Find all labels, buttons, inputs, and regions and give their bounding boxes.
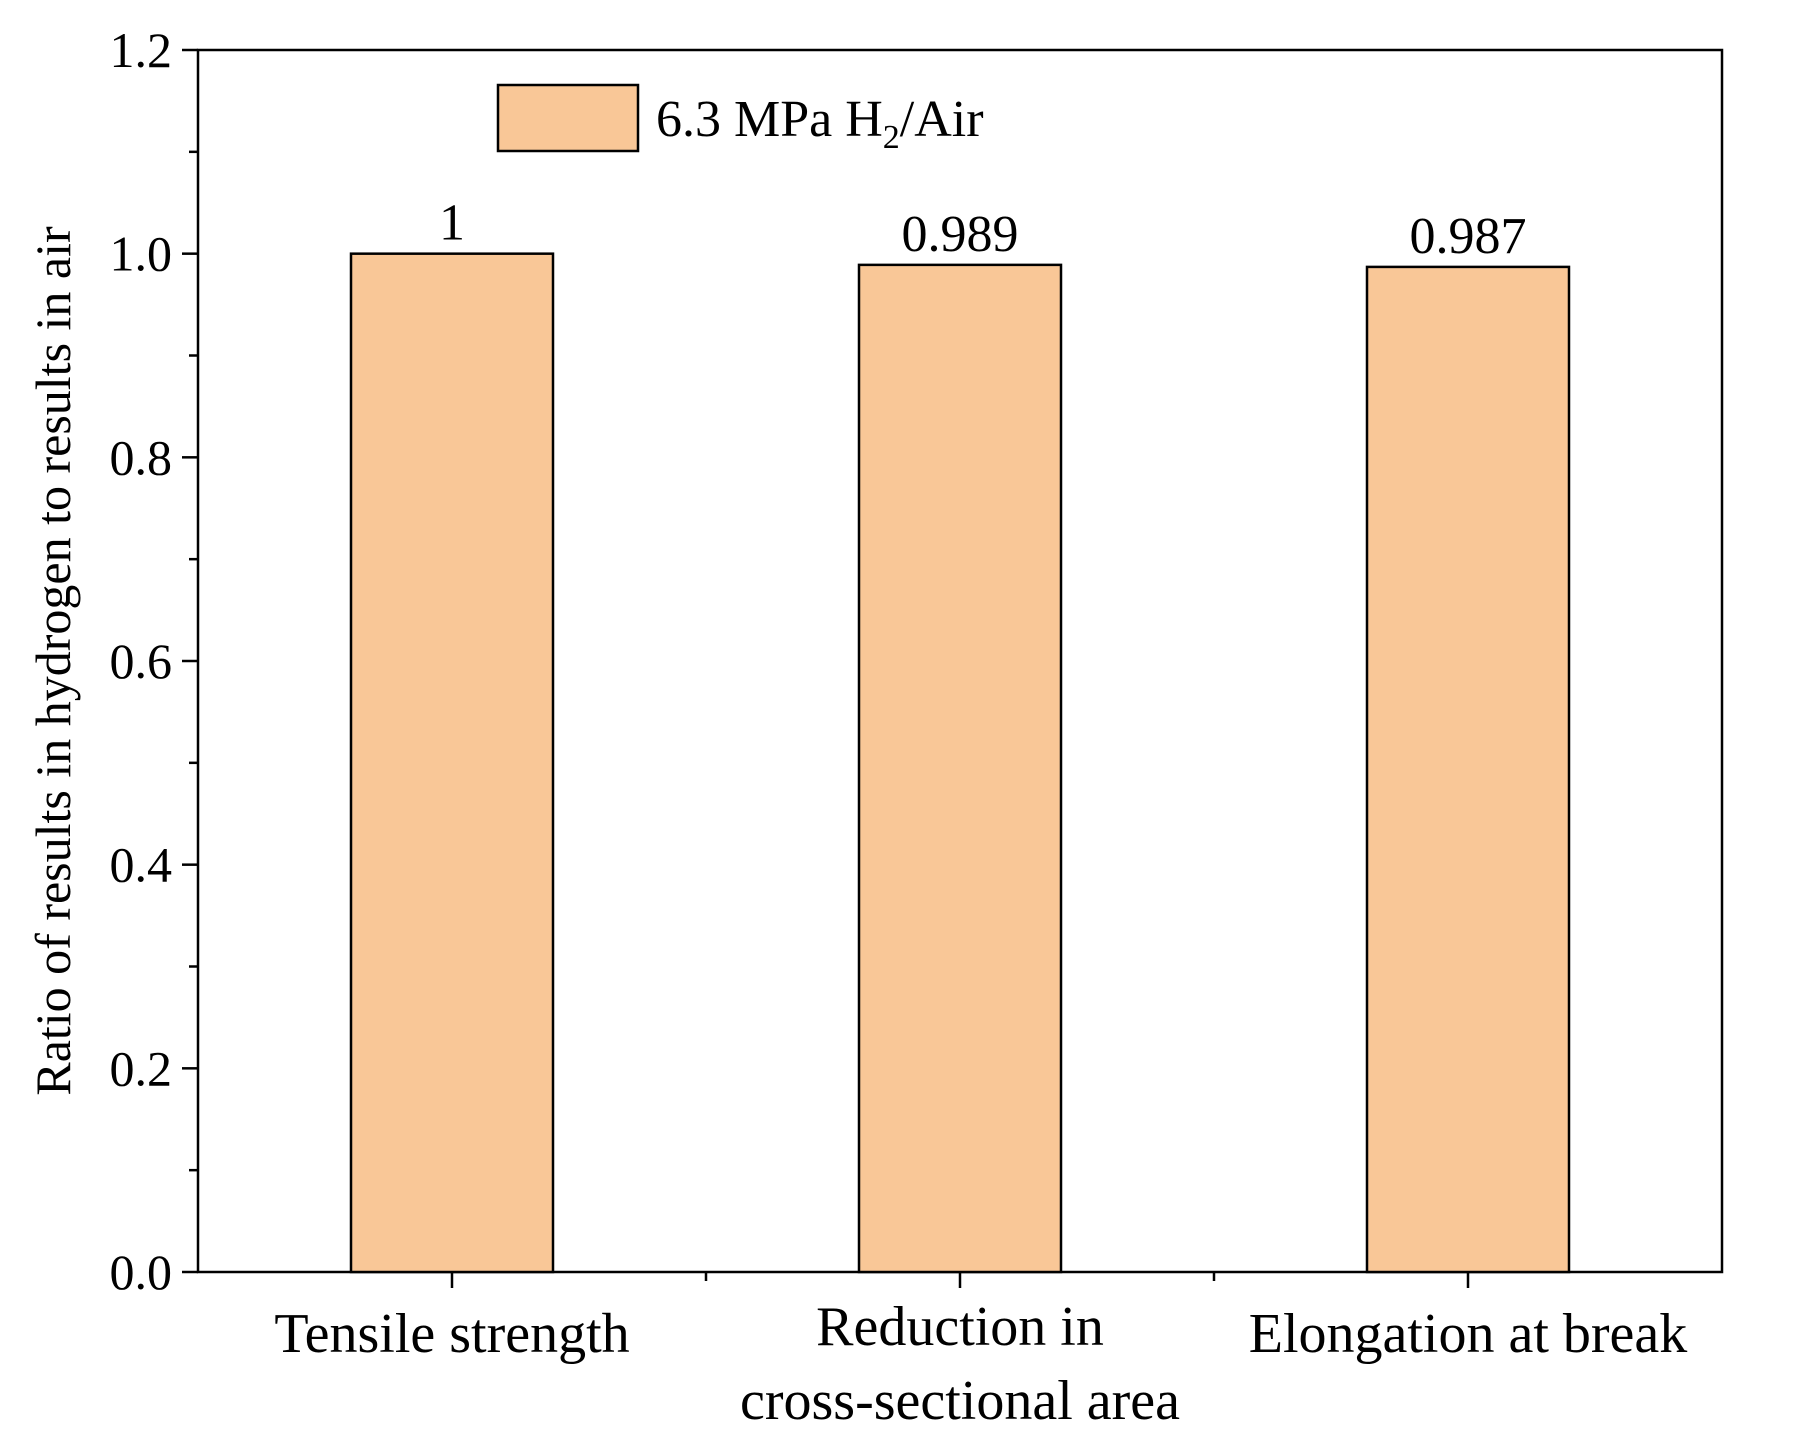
- legend: 6.3 MPa H2/Air: [496, 83, 984, 156]
- x-category-label: Reduction in: [816, 1296, 1104, 1358]
- y-axis-title: Ratio of results in hydrogen to results …: [25, 226, 81, 1096]
- legend-swatch: [496, 83, 640, 153]
- y-tick-label: 0.6: [110, 633, 173, 689]
- bars: [349, 252, 1571, 1274]
- y-tick-label: 0.0: [110, 1244, 173, 1300]
- data-labels: 1 0.989 0.987: [439, 195, 1527, 265]
- bar: [349, 252, 555, 1274]
- bar: [1365, 265, 1571, 1274]
- bar-value-label: 0.987: [1410, 208, 1527, 265]
- axes: 0.0 0.2 0.4 0.6 0.8 1.0 1.2 Tensile strength Red…: [25, 22, 1724, 1432]
- x-category-label: cross-sectional area: [740, 1370, 1180, 1432]
- legend-label-subscript: 2: [883, 119, 900, 156]
- y-tick-label: 0.2: [110, 1040, 173, 1096]
- y-tick-label: 0.4: [110, 837, 173, 893]
- y-tick-label: 0.8: [110, 429, 173, 485]
- x-category-label: Tensile strength: [274, 1303, 629, 1365]
- legend-label: 6.3 MPa H2/Air: [656, 91, 984, 156]
- x-category-label: Elongation at break: [1249, 1303, 1688, 1365]
- legend-label-main: 6.3 MPa H: [656, 91, 883, 148]
- y-tick-label: 1.0: [110, 226, 173, 282]
- bar-value-label: 0.989: [902, 206, 1019, 263]
- y-tick-label: 1.2: [110, 22, 173, 78]
- bar: [857, 263, 1063, 1274]
- bar-value-label: 1: [439, 195, 465, 252]
- legend-label-tail: /Air: [900, 91, 984, 148]
